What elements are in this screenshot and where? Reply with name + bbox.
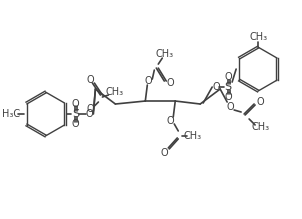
Text: O: O bbox=[166, 116, 174, 126]
Text: S: S bbox=[72, 109, 79, 119]
Text: H₃C: H₃C bbox=[2, 109, 20, 119]
Text: O: O bbox=[224, 72, 232, 82]
Text: CH₃: CH₃ bbox=[183, 131, 201, 141]
Text: CH₃: CH₃ bbox=[105, 87, 124, 97]
Text: O: O bbox=[87, 75, 94, 85]
Text: O: O bbox=[144, 76, 152, 86]
Text: O: O bbox=[256, 97, 264, 107]
Text: S: S bbox=[225, 82, 232, 92]
Text: CH₃: CH₃ bbox=[249, 32, 267, 42]
Text: CH₃: CH₃ bbox=[155, 49, 173, 59]
Text: O: O bbox=[224, 92, 232, 102]
Text: O: O bbox=[87, 104, 94, 114]
Text: O: O bbox=[160, 148, 168, 158]
Text: O: O bbox=[226, 102, 234, 112]
Text: CH₃: CH₃ bbox=[251, 122, 269, 132]
Text: O: O bbox=[166, 78, 174, 88]
Text: O: O bbox=[212, 82, 220, 92]
Text: O: O bbox=[72, 99, 79, 109]
Text: O: O bbox=[72, 119, 79, 129]
Text: O: O bbox=[85, 109, 93, 119]
